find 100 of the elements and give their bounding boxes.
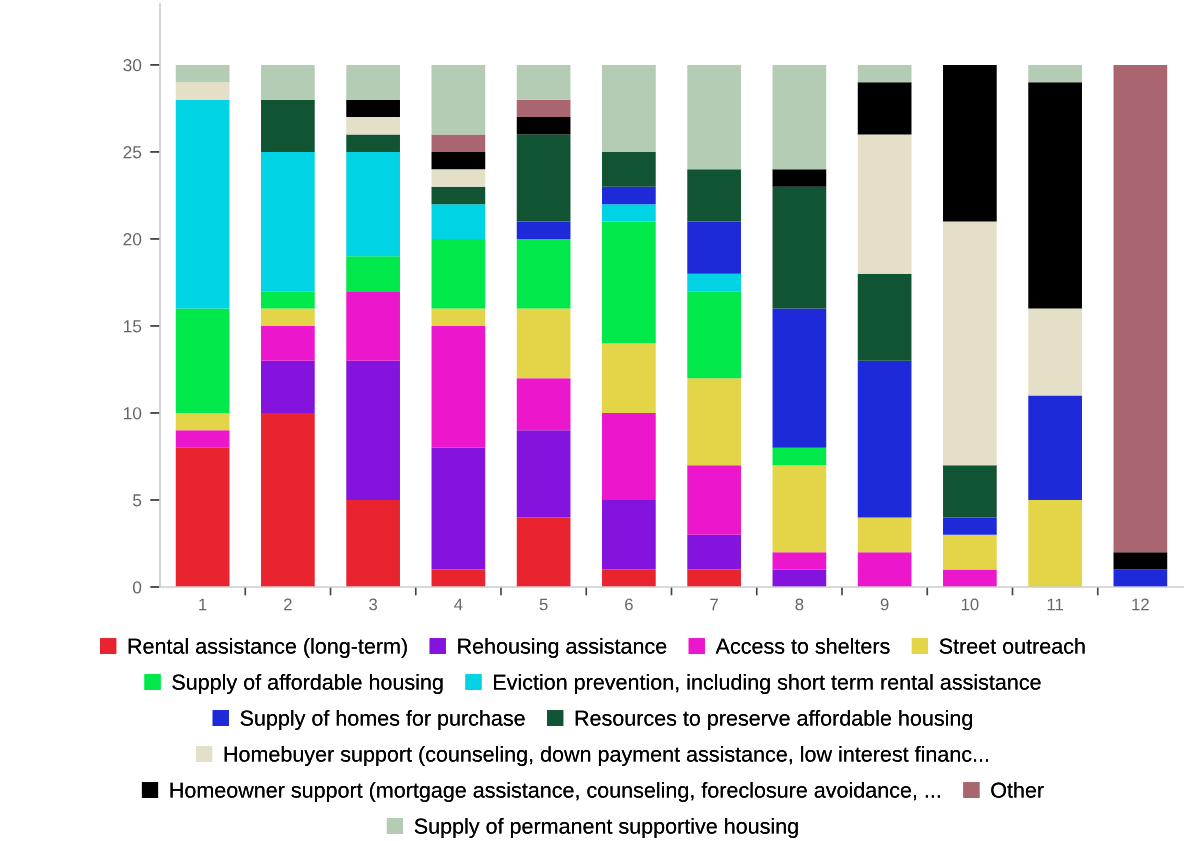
bar <box>346 151 400 257</box>
bar <box>516 378 571 431</box>
legend-label: Supply of permanent supportive housing <box>414 817 798 839</box>
bar <box>346 291 400 361</box>
legend-label: Eviction prevention, including short term rental assistance <box>494 673 1041 695</box>
bar <box>1028 308 1082 396</box>
bar <box>772 465 827 553</box>
bar <box>1028 499 1082 587</box>
bar <box>261 325 315 361</box>
x-tick-label: 4 <box>454 598 463 611</box>
bar <box>516 99 571 118</box>
y-tick-label: 0 <box>132 581 142 594</box>
bar <box>431 569 486 587</box>
legend-label: Rehousing assistance <box>458 637 667 659</box>
bar <box>261 291 315 309</box>
x-tick-label: 6 <box>625 598 633 611</box>
bar <box>602 499 656 570</box>
bar <box>516 134 571 222</box>
bar <box>261 151 315 292</box>
bar <box>261 64 315 100</box>
bar <box>772 64 827 170</box>
bar <box>772 552 827 570</box>
bar <box>346 360 400 500</box>
legend-label: Rental assistance (long-term) <box>128 637 407 659</box>
legend-label: Street outreach <box>939 637 1085 654</box>
y-tick-label: 30 <box>123 59 142 72</box>
bar <box>346 256 400 292</box>
bar <box>772 569 827 587</box>
bar <box>687 465 741 535</box>
bar <box>772 169 827 187</box>
bar <box>602 412 656 500</box>
bar <box>346 64 400 100</box>
bar <box>687 378 741 466</box>
bar <box>261 360 315 413</box>
bar <box>431 134 486 152</box>
bar <box>516 117 571 135</box>
bar <box>772 186 827 309</box>
x-tick-label: 3 <box>369 598 378 611</box>
legend-label: Resources to preserve affordable housing <box>575 709 972 731</box>
bar <box>602 204 656 222</box>
bar <box>772 308 827 448</box>
bar <box>175 64 230 83</box>
y-tick-label: 25 <box>123 146 142 159</box>
bar <box>687 534 741 570</box>
legend-label: Supply of homes for purchase <box>240 709 525 731</box>
bar <box>857 273 912 361</box>
bar <box>687 221 741 274</box>
bar <box>431 151 486 170</box>
bar <box>602 569 656 587</box>
bar <box>516 430 571 518</box>
bar <box>857 64 912 83</box>
bar <box>431 238 486 309</box>
bar <box>943 64 997 222</box>
bar <box>175 308 230 413</box>
bar <box>346 99 400 118</box>
bar <box>516 308 571 379</box>
bar <box>516 221 571 239</box>
bar <box>431 204 486 239</box>
bar <box>346 134 400 152</box>
bar <box>431 447 486 570</box>
bar <box>687 291 741 379</box>
bar <box>346 117 400 135</box>
bar <box>602 186 656 205</box>
legend-label: Access to shelters <box>715 637 890 654</box>
legend-label: Homeowner support (mortgage assistance, counseling, foreclosure avoidance, ... <box>170 781 940 803</box>
x-tick-label: 10 <box>961 598 979 611</box>
x-tick-label: 11 <box>1047 598 1063 611</box>
bar <box>431 169 486 187</box>
bar <box>687 169 741 222</box>
bar <box>1028 64 1082 83</box>
legend-label: Supply of affordable housing <box>172 673 443 695</box>
x-tick-label: 9 <box>880 598 889 611</box>
y-tick-label: 20 <box>123 233 142 246</box>
bar <box>602 151 656 187</box>
bar <box>857 82 912 135</box>
bar <box>1113 64 1168 553</box>
bar <box>1028 82 1082 309</box>
bar <box>857 552 912 587</box>
bar <box>602 221 656 344</box>
x-tick-label: 8 <box>795 598 804 611</box>
x-tick-label: 2 <box>284 598 292 611</box>
bar <box>516 238 571 309</box>
bar <box>175 447 230 587</box>
bar <box>857 360 912 518</box>
x-tick-label: 7 <box>710 598 718 611</box>
bar <box>431 64 486 135</box>
bar <box>516 64 571 100</box>
x-tick-label: 12 <box>1132 598 1149 611</box>
bar <box>602 343 656 413</box>
bar <box>857 134 912 274</box>
bar <box>602 64 656 152</box>
bar <box>175 99 230 309</box>
y-tick-label: 5 <box>132 494 142 507</box>
bar <box>857 517 912 553</box>
legend-label: Other <box>991 781 1044 798</box>
bar <box>431 186 486 205</box>
bar <box>943 221 997 466</box>
bar <box>943 534 997 570</box>
bar <box>1113 552 1168 570</box>
bar <box>687 569 741 587</box>
